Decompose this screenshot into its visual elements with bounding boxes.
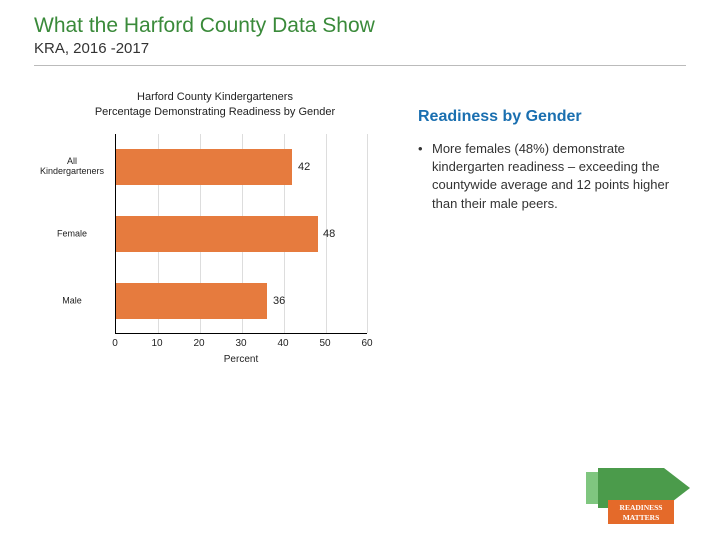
chart-column: Harford County Kindergarteners Percentag… [30, 90, 400, 364]
bar-value-male: 36 [273, 295, 285, 307]
gridline [367, 134, 368, 333]
bar-chart: All Kindergarteners Female Male 42 48 [45, 134, 385, 364]
logo-text-bottom: MATTERS [623, 513, 660, 522]
chart-title-line2: Percentage Demonstrating Readiness by Ge… [95, 106, 335, 118]
readiness-matters-logo: READINESS MATTERS [580, 458, 700, 528]
x-tick: 40 [277, 338, 288, 349]
chart-title: Harford County Kindergarteners Percentag… [30, 90, 400, 120]
x-tick: 10 [151, 338, 162, 349]
section-heading: Readiness by Gender [418, 108, 690, 126]
bar-value-female: 48 [323, 228, 335, 240]
y-label-male: Male [37, 295, 107, 306]
y-label-all: All Kindergarteners [37, 156, 107, 178]
bullet-mark: • [418, 140, 432, 213]
bar-row-female: 48 [116, 216, 318, 252]
y-label-female: Female [37, 228, 107, 239]
bar-male [116, 283, 267, 319]
x-tick: 0 [112, 338, 118, 349]
bar-all [116, 149, 292, 185]
slide-title: What the Harford County Data Show [0, 0, 720, 40]
plot-area: 42 48 36 [115, 134, 367, 334]
slide-subtitle: KRA, 2016 -2017 [0, 40, 720, 57]
chart-title-line1: Harford County Kindergarteners [137, 91, 293, 103]
text-column: Readiness by Gender • More females (48%)… [400, 90, 690, 364]
bar-value-all: 42 [298, 161, 310, 173]
bullet-text: More females (48%) demonstrate kindergar… [432, 140, 690, 213]
bar-row-all: 42 [116, 149, 292, 185]
x-tick: 50 [319, 338, 330, 349]
x-axis-label: Percent [115, 354, 367, 365]
content-row: Harford County Kindergarteners Percentag… [0, 66, 720, 364]
x-tick: 20 [193, 338, 204, 349]
bar-female [116, 216, 318, 252]
bar-row-male: 36 [116, 283, 267, 319]
bullet-item: • More females (48%) demonstrate kinderg… [418, 140, 690, 213]
x-tick: 60 [361, 338, 372, 349]
logo-text-top: READINESS [620, 503, 663, 512]
x-tick: 30 [235, 338, 246, 349]
